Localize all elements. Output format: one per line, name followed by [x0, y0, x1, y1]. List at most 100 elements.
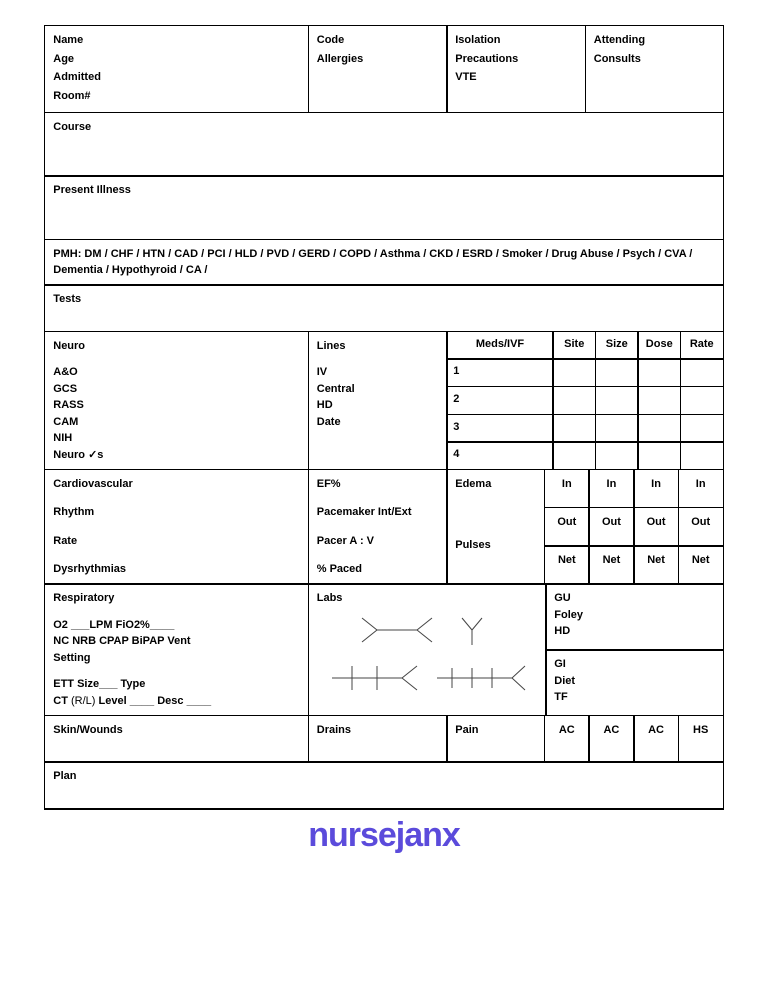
- pmh-body: DM / CHF / HTN / CAD / PCI / HLD / PVD /…: [53, 248, 692, 277]
- neuro-cam: CAM: [53, 414, 300, 431]
- resp-title: Respiratory: [53, 590, 300, 607]
- io-in-3: In: [633, 469, 679, 509]
- cardio-title: Cardiovascular: [53, 476, 300, 493]
- report-sheet: Name Age Admitted Room# Code Allergies I…: [44, 25, 724, 810]
- meds-row-4: 4: [447, 442, 723, 470]
- pain-cell: Pain: [446, 715, 545, 763]
- meds-4-dose: [637, 441, 681, 470]
- edema-label: Edema: [455, 476, 536, 493]
- neuro-rass: RASS: [53, 397, 300, 414]
- io-net-4: Net: [678, 545, 724, 585]
- io-out-1: Out: [544, 507, 590, 547]
- neuro-title: Neuro: [53, 338, 300, 355]
- gi-label: GI: [554, 656, 715, 673]
- labs-col: Labs: [308, 583, 547, 716]
- paced-label: % Paced: [317, 561, 439, 578]
- edema-col: Edema Pulses: [446, 469, 545, 585]
- io-in-2: In: [588, 469, 634, 509]
- ef-label: EF%: [317, 476, 439, 493]
- io-out-2: Out: [588, 507, 634, 547]
- isolation-block: Isolation Precautions VTE: [446, 25, 586, 113]
- pmh-cell: PMH: DM / CHF / HTN / CAD / PCI / HLD / …: [44, 239, 724, 286]
- plan-label: Plan: [53, 770, 76, 782]
- lines-central: Central: [317, 381, 439, 398]
- io-in-1: In: [544, 469, 590, 509]
- tests-label: Tests: [53, 293, 81, 305]
- label-name: Name: [53, 32, 300, 49]
- pacemaker-label: Pacemaker Int/Ext: [317, 504, 439, 521]
- skin-cell: Skin/Wounds: [44, 715, 309, 763]
- io-net-row: Net Net Net Net: [545, 546, 724, 584]
- ac-1: AC: [544, 715, 590, 763]
- label-code: Code: [317, 32, 439, 49]
- label-allergies: Allergies: [317, 51, 439, 68]
- skin-row: Skin/Wounds Drains Pain AC AC AC HS: [45, 716, 723, 763]
- meds-3-size: [595, 414, 639, 443]
- meds-row-2: 2: [447, 387, 723, 415]
- meds-2-rate: [680, 386, 724, 415]
- course-cell: Course: [44, 112, 724, 177]
- meds-4-size: [595, 441, 639, 470]
- resp-setting: Setting: [53, 650, 300, 667]
- io-out-3: Out: [633, 507, 679, 547]
- diet-label: Diet: [554, 673, 715, 690]
- tests-cell: Tests: [44, 284, 724, 332]
- ac-2: AC: [588, 715, 634, 763]
- io-in-row: In In In In: [545, 470, 724, 508]
- neuro-gcs: GCS: [53, 381, 300, 398]
- gugi-col: GU Foley HD GI Diet TF: [546, 584, 723, 716]
- meds-4: 4: [446, 441, 554, 470]
- cardio-dysr: Dysrhythmias: [53, 561, 300, 578]
- code-block: Code Allergies: [308, 25, 448, 113]
- meds-1-dose: [637, 358, 681, 387]
- meds-2: 2: [446, 386, 554, 415]
- gu-cell: GU Foley HD: [545, 583, 724, 650]
- ac-3: AC: [633, 715, 679, 763]
- resp-ett: ETT Size___ Type: [53, 676, 300, 693]
- course-label: Course: [53, 121, 91, 133]
- present-cell: Present Illness: [44, 175, 724, 240]
- drains-label: Drains: [317, 724, 351, 736]
- meds-2-site: [552, 386, 596, 415]
- meds-3: 3: [446, 414, 554, 443]
- meds-3-dose: [637, 414, 681, 443]
- tf-label: TF: [554, 689, 715, 706]
- label-attending: Attending: [594, 32, 715, 49]
- label-isolation: Isolation: [455, 32, 577, 49]
- meds-3-rate: [680, 414, 724, 443]
- meds-1: 1: [446, 358, 554, 387]
- lab-fishbone-icon: [322, 613, 532, 708]
- meds-header-dose: Dose: [637, 331, 681, 360]
- label-consults: Consults: [594, 51, 715, 68]
- io-net-3: Net: [633, 545, 679, 585]
- gi-cell: GI Diet TF: [545, 649, 724, 716]
- meds-4-site: [552, 441, 596, 470]
- io-in-4: In: [678, 469, 724, 509]
- neuro-col: Neuro A&O GCS RASS CAM NIH Neuro ✓s: [44, 331, 309, 471]
- drains-cell: Drains: [308, 715, 448, 763]
- labs-title: Labs: [317, 590, 538, 607]
- hs: HS: [678, 715, 724, 763]
- plan-row: Plan: [45, 762, 723, 809]
- pmh-row: PMH: DM / CHF / HTN / CAD / PCI / HLD / …: [45, 240, 723, 286]
- ac-col: AC AC AC HS: [545, 716, 724, 763]
- meds-row-1: 1: [447, 359, 723, 387]
- neuro-lines-meds-row: Neuro A&O GCS RASS CAM NIH Neuro ✓s Line…: [45, 332, 723, 470]
- meds-2-dose: [637, 386, 681, 415]
- meds-header-rate: Rate: [680, 331, 724, 360]
- hd-label: HD: [554, 623, 715, 640]
- pacer-label: Pacer A : V: [317, 533, 439, 550]
- meds-4-rate: [680, 441, 724, 470]
- resp-o2: O2 ___LPM FiO2%____: [53, 617, 300, 634]
- foley-label: Foley: [554, 607, 715, 624]
- io-col: In In In In Out Out Out Out Net Net Net …: [545, 470, 724, 585]
- io-out-row: Out Out Out Out: [545, 508, 724, 546]
- logo-text: nursejanx: [0, 816, 768, 855]
- neuro-check: Neuro ✓s: [53, 447, 300, 464]
- plan-cell: Plan: [44, 761, 724, 809]
- meds-header-row: Meds/IVF Site Size Dose Rate: [447, 332, 723, 360]
- course-row: Course: [45, 113, 723, 177]
- neuro-nih: NIH: [53, 430, 300, 447]
- cardio-left: Cardiovascular Rhythm Rate Dysrhythmias: [44, 469, 309, 585]
- resp-ct: CT (R/L) Level ____ Desc ____: [53, 693, 300, 710]
